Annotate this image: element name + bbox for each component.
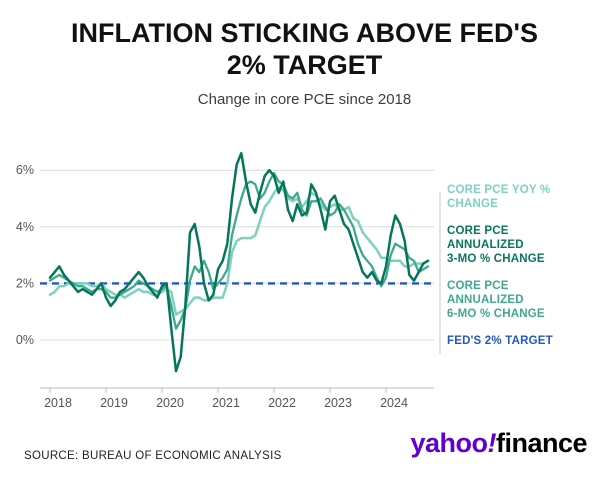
x-axis-label-2020: 2020 (156, 396, 184, 410)
source-attribution: SOURCE: BUREAU OF ECONOMIC ANALYSIS (24, 450, 282, 462)
chart-header: INFLATION STICKING ABOVE FED'S 2% TARGET… (0, 18, 609, 108)
legend-entry-core-pce-annualized-3-mo-change: CORE PCE ANNUALIZED 3-MO % CHANGE (447, 224, 597, 266)
legend-label-line: CORE PCE (447, 225, 509, 237)
legend-label-line: CORE PCE YOY % (447, 184, 551, 196)
legend-label-line: FED'S 2% TARGET (447, 335, 553, 347)
x-axis-label-2024: 2024 (380, 396, 408, 410)
chart-legend: CORE PCE YOY % CHANGE CORE PCE ANNUALIZED 3-… (447, 183, 597, 361)
y-axis-label-4%: 4% (16, 220, 34, 234)
x-axis-label-2021: 2021 (212, 396, 240, 410)
yahoo-finance-logo: yahoo!finance (410, 428, 587, 459)
x-axis-label-2023: 2023 (324, 396, 352, 410)
chart-subtitle: Change in core PCE since 2018 (197, 90, 412, 108)
y-axis-label-6%: 6% (16, 163, 34, 177)
x-axis-label-2022: 2022 (268, 396, 296, 410)
legend-entry-core-pce-annualized-6-mo-change: CORE PCE ANNUALIZED 6-MO % CHANGE (447, 279, 597, 321)
x-axis-label-2019: 2019 (100, 396, 128, 410)
page-title-line2: 2% TARGET (226, 49, 383, 80)
y-axis-label-2%: 2% (16, 276, 34, 290)
logo-finance-text: finance (495, 428, 588, 458)
series-line-core-pce-yoy-change (48, 185, 430, 316)
legend-label-line: ANNUALIZED (447, 294, 524, 306)
legend-entry-core-pce-yoy-change: CORE PCE YOY % CHANGE (447, 183, 597, 211)
pce-line-chart: 0% 2% 4% 6% 2018 2019 2020 2021 2022 2023 2024 COR… (0, 130, 609, 430)
legend-label-line: CORE PCE (447, 280, 509, 292)
series-line-core-pce-annualized-6-mo-change (48, 171, 430, 330)
x-axis-label-2018: 2018 (44, 396, 72, 410)
page-title-line1: INFLATION STICKING ABOVE FED'S (71, 18, 538, 48)
legend-label-line: CHANGE (447, 198, 499, 210)
series-line-core-pce-annualized-3-mo-change (48, 151, 430, 373)
logo-exclamation: ! (487, 428, 496, 458)
y-axis-label-0%: 0% (16, 333, 34, 347)
legend-label-line: 3-MO % CHANGE (447, 253, 545, 265)
logo-yahoo-text: yahoo (410, 428, 488, 458)
legend-label-line: ANNUALIZED (447, 239, 524, 251)
legend-label-line: 6-MO % CHANGE (447, 308, 545, 320)
legend-entry-fed-s-2-target: FED'S 2% TARGET (447, 334, 597, 348)
chart-canvas: 0% 2% 4% 6% 2018 2019 2020 2021 2022 2023 2024 (16, 151, 441, 410)
